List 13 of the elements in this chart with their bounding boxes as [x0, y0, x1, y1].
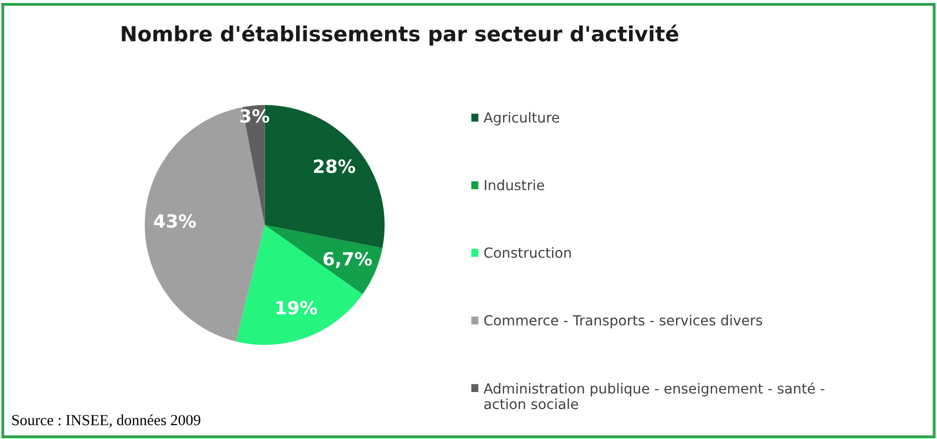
- legend-label: Administration publique - enseignement - santé - action sociale: [484, 382, 824, 410]
- legend-label: Agriculture: [484, 112, 560, 126]
- pie-slice: [264, 224, 382, 294]
- data-label: 43%: [154, 214, 196, 228]
- data-label: 28%: [314, 159, 356, 174]
- data-label: 19%: [276, 300, 318, 315]
- source-note: Source : INSEE, données 2009: [12, 414, 200, 428]
- chart-title: Nombre d'établissements par secteur d'activité: [122, 24, 678, 46]
- legend-label: Commerce - Transports - services divers: [484, 314, 762, 328]
- data-label: 6,7%: [323, 252, 372, 268]
- data-label: 3%: [240, 109, 270, 123]
- legend-label: Construction: [484, 247, 571, 258]
- legend-label: Industrie: [484, 180, 544, 190]
